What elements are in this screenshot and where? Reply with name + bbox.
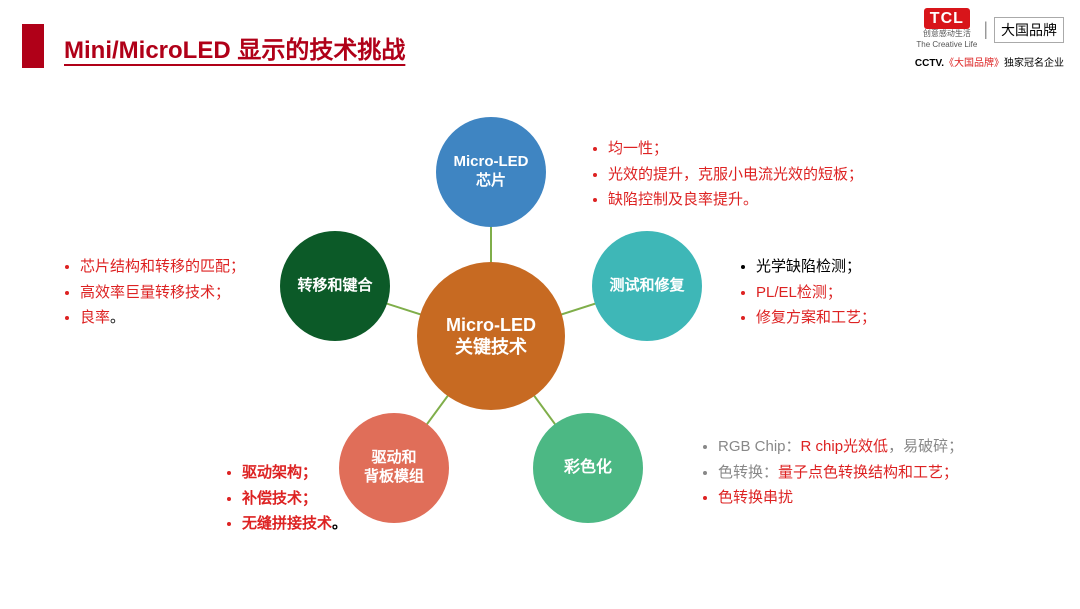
node-label: Micro-LED 关键技术 xyxy=(446,314,536,359)
center-node: Micro-LED 关键技术 xyxy=(417,262,565,410)
bullets-chip: 均一性；光效的提升，克服小电流光效的短板；缺陷控制及良率提升。 xyxy=(590,136,863,213)
bullets-test: 光学缺陷检测；PL/EL检测；修复方案和工艺； xyxy=(738,254,876,331)
bullet-item: 缺陷控制及良率提升。 xyxy=(608,187,863,213)
bullet-item: 高效率巨量转移技术； xyxy=(80,280,245,306)
node-chip: Micro-LED 芯片 xyxy=(436,117,546,227)
node-label: 驱动和 背板模组 xyxy=(364,449,424,487)
bullet-item: PL/EL检测； xyxy=(756,280,876,306)
node-label: Micro-LED 芯片 xyxy=(454,153,529,191)
bullet-item: RGB Chip：R chip光效低，易破碎； xyxy=(718,434,963,460)
bullet-item: 光效的提升，克服小电流光效的短板； xyxy=(608,162,863,188)
node-driver: 驱动和 背板模组 xyxy=(339,413,449,523)
bullet-item: 驱动架构； xyxy=(242,460,347,486)
node-color: 彩色化 xyxy=(533,413,643,523)
bullet-item: 芯片结构和转移的匹配； xyxy=(80,254,245,280)
node-transfer: 转移和键合 xyxy=(280,231,390,341)
bullet-item: 修复方案和工艺； xyxy=(756,305,876,331)
node-test: 测试和修复 xyxy=(592,231,702,341)
diagram-canvas: Micro-LED 芯片转移和键合 测试和修复驱动和 背板模组 彩色化 Micro-L… xyxy=(0,0,1080,609)
node-label: 彩色化 xyxy=(564,458,612,478)
bullet-item: 均一性； xyxy=(608,136,863,162)
bullet-item: 无缝拼接技术。 xyxy=(242,511,347,537)
bullets-driver: 驱动架构；补偿技术；无缝拼接技术。 xyxy=(224,460,347,537)
node-label: 转移和键合 xyxy=(297,277,372,296)
bullet-item: 色转换串扰 xyxy=(718,485,963,511)
node-label: 测试和修复 xyxy=(609,277,684,296)
bullets-color: RGB Chip：R chip光效低，易破碎；色转换：量子点色转换结构和工艺；色… xyxy=(700,434,963,511)
bullet-item: 光学缺陷检测； xyxy=(756,254,876,280)
bullet-item: 色转换：量子点色转换结构和工艺； xyxy=(718,460,963,486)
bullet-item: 良率。 xyxy=(80,305,245,331)
bullet-item: 补偿技术； xyxy=(242,486,347,512)
bullets-transfer: 芯片结构和转移的匹配；高效率巨量转移技术；良率。 xyxy=(62,254,245,331)
